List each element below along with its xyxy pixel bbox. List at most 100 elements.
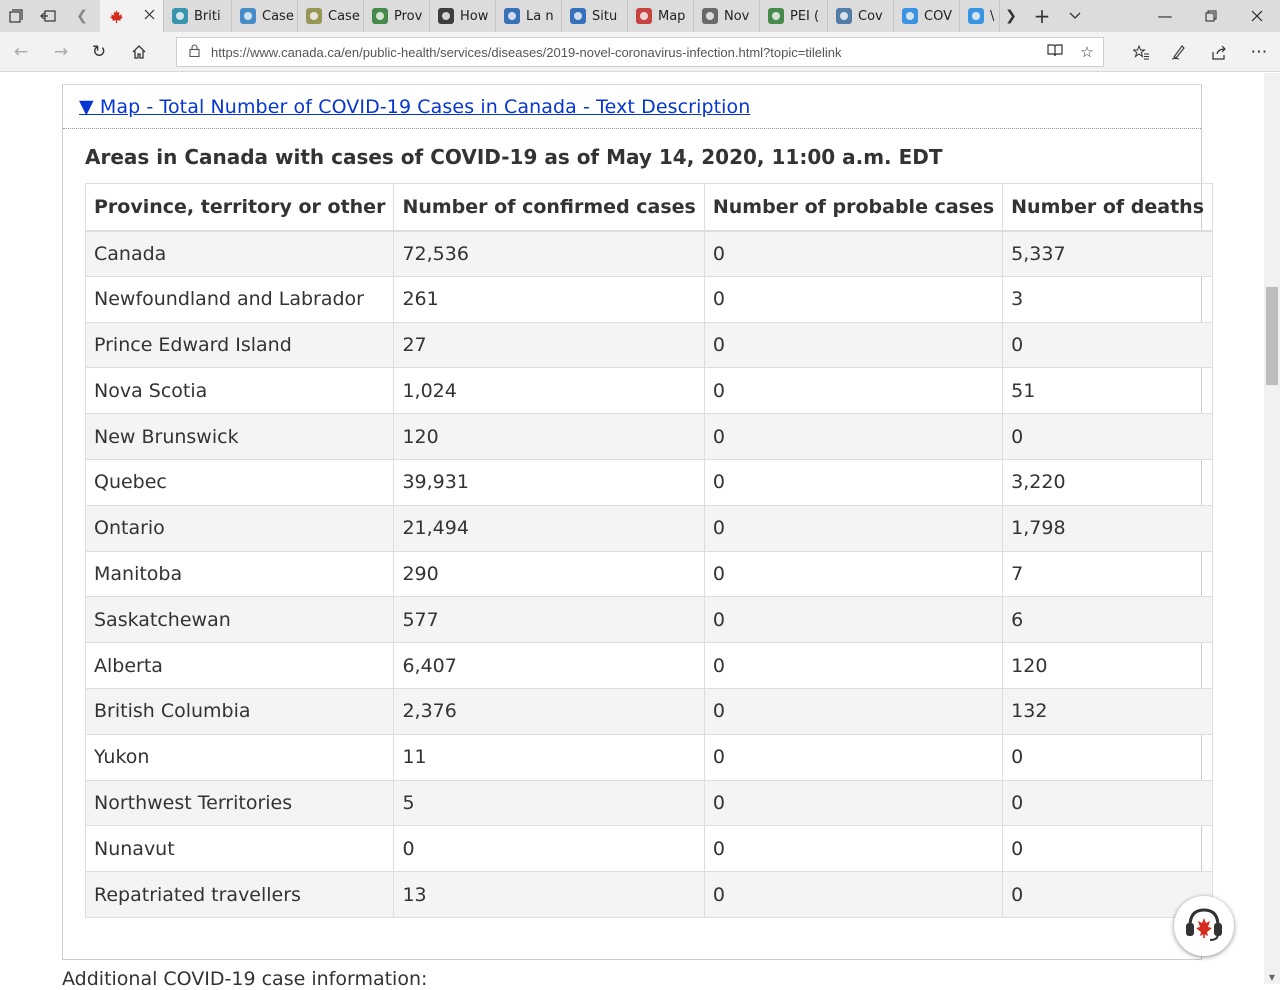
browser-tab[interactable]: Cov (828, 0, 894, 32)
table-row: Nova Scotia 1,024 0 51 (84, 367, 1214, 415)
table-header-row: Province, territory or other Number of c… (84, 183, 1214, 232)
cell-confirmed-cases: 21,494 (393, 504, 705, 552)
cell-province: Ontario (84, 504, 395, 552)
browser-tab[interactable]: PEI ( (760, 0, 828, 32)
pei-icon (768, 8, 784, 24)
globe-icon (836, 8, 852, 24)
scrollbar-thumb[interactable] (1266, 287, 1278, 385)
reading-view-icon[interactable] (1039, 43, 1071, 61)
cell-deaths: 120 (1002, 642, 1214, 689)
back-icon[interactable]: ← (13, 42, 29, 62)
scroll-tabs-left-icon[interactable]: ❮ (76, 8, 88, 24)
cell-province: Northwest Territories (84, 779, 395, 827)
home-icon[interactable] (124, 38, 154, 66)
scroll-tabs-right-icon[interactable]: ❯ (1005, 8, 1017, 24)
favorite-star-icon[interactable]: ☆ (1080, 43, 1094, 61)
cell-probable-cases: 0 (703, 321, 1004, 369)
lock-icon[interactable] (177, 43, 211, 61)
headset-maple-leaf-icon (1182, 904, 1226, 948)
header-province: Province, territory or other (84, 183, 395, 232)
browser-tab[interactable]: How (430, 0, 496, 32)
tab-title: Case (328, 8, 360, 24)
table-row: Ontario 21,494 0 1,798 (84, 504, 1214, 552)
cell-province: Manitoba (84, 550, 395, 598)
navigation-bar: ← → ↻ https://www.canada.ca/en/public-he… (0, 32, 1280, 72)
browser-tab[interactable]: \ (960, 0, 1000, 32)
close-tab-icon[interactable] (144, 8, 155, 24)
cell-probable-cases: 0 (703, 779, 1004, 827)
browser-tab[interactable]: La n (496, 0, 562, 32)
covid-cases-table: Province, territory or other Number of c… (84, 183, 1214, 918)
browser-tab[interactable]: COV (894, 0, 960, 32)
scroll-down-arrow-icon[interactable]: ▼ (1268, 973, 1276, 982)
tab-strip: ❮ Briti Case Case Prov How La n Situ Map Nov PEI … (0, 0, 1280, 32)
details-summary[interactable]: ▼ Map - Total Number of COVID-19 Cases i… (63, 85, 1201, 129)
cell-deaths: 0 (1002, 413, 1214, 460)
table-row: Saskatchewan 577 0 6 (84, 596, 1214, 644)
browser-tab[interactable]: Case (298, 0, 364, 32)
table-row: Quebec 39,931 0 3,220 (84, 458, 1214, 506)
cell-confirmed-cases: 27 (393, 321, 705, 369)
table-row: Prince Edward Island 27 0 0 (84, 321, 1214, 369)
address-bar[interactable]: https://www.canada.ca/en/public-health/s… (176, 37, 1104, 67)
tab-title: Map (658, 8, 686, 24)
cell-confirmed-cases: 11 (393, 733, 705, 781)
table-row: Newfoundland and Labrador 261 0 3 (84, 275, 1214, 323)
minimize-icon[interactable]: — (1157, 7, 1173, 25)
cell-province: Quebec (84, 458, 395, 506)
browser-tab[interactable]: Briti (164, 0, 232, 32)
map-text-description-link[interactable]: ▼ Map - Total Number of COVID-19 Cases i… (79, 95, 751, 118)
tab-preview-chevron-down-icon[interactable] (1062, 0, 1088, 32)
cell-confirmed-cases: 577 (393, 596, 705, 644)
table-row: British Columbia 2,376 0 132 (84, 687, 1214, 735)
browser-tab[interactable]: Nov (694, 0, 760, 32)
cell-deaths: 132 (1002, 687, 1214, 735)
share-icon[interactable] (1204, 38, 1234, 66)
close-window-icon[interactable] (1234, 0, 1280, 32)
cell-probable-cases: 0 (703, 642, 1004, 689)
bc-icon (172, 8, 188, 24)
favorites-list-icon[interactable] (1126, 38, 1156, 66)
wave-icon (968, 8, 984, 24)
browser-tab[interactable]: Prov (364, 0, 430, 32)
browser-tab[interactable]: Case (232, 0, 298, 32)
cell-probable-cases: 0 (703, 871, 1004, 918)
web-note-pen-icon[interactable] (1164, 38, 1194, 66)
settings-more-icon[interactable]: ⋯ (1250, 42, 1268, 62)
cell-confirmed-cases: 5 (393, 779, 705, 827)
tab-title: Situ (592, 8, 618, 24)
cell-deaths: 0 (1002, 321, 1214, 369)
table-row: Yukon 11 0 0 (84, 733, 1214, 781)
cell-confirmed-cases: 290 (393, 550, 705, 598)
contact-chat-button[interactable] (1174, 896, 1234, 956)
tab-manager-icon[interactable] (0, 0, 32, 32)
table-row: Nunavut 0 0 0 (84, 825, 1214, 873)
tab-title: \ (990, 8, 995, 24)
cell-deaths: 6 (1002, 596, 1214, 644)
cell-province: New Brunswick (84, 413, 395, 460)
browser-tab[interactable] (100, 0, 164, 32)
fleur-de-lis-icon (504, 8, 520, 24)
cell-confirmed-cases: 2,376 (393, 687, 705, 735)
restore-icon[interactable] (1188, 0, 1234, 32)
cell-province: Nunavut (84, 825, 395, 873)
forward-icon[interactable]: → (53, 42, 69, 62)
tab-title: Case (262, 8, 294, 24)
browser-tab[interactable]: Situ (562, 0, 628, 32)
refresh-icon[interactable]: ↻ (91, 42, 107, 62)
browser-tab[interactable]: Map (628, 0, 694, 32)
cell-probable-cases: 0 (703, 458, 1004, 506)
table-row: Manitoba 290 0 7 (84, 550, 1214, 598)
cell-confirmed-cases: 39,931 (393, 458, 705, 506)
cell-deaths: 7 (1002, 550, 1214, 598)
cell-probable-cases: 0 (703, 275, 1004, 323)
cell-deaths: 1,798 (1002, 504, 1214, 552)
cell-deaths: 3 (1002, 275, 1214, 323)
new-tab-icon[interactable]: + (1033, 4, 1051, 28)
set-tabs-aside-icon[interactable] (32, 0, 64, 32)
url-text[interactable]: https://www.canada.ca/en/public-health/s… (211, 44, 842, 60)
cell-province: Saskatchewan (84, 596, 395, 644)
chart-icon (240, 8, 256, 24)
cell-probable-cases: 0 (703, 413, 1004, 460)
vertical-scrollbar[interactable]: ▼ (1264, 73, 1280, 984)
